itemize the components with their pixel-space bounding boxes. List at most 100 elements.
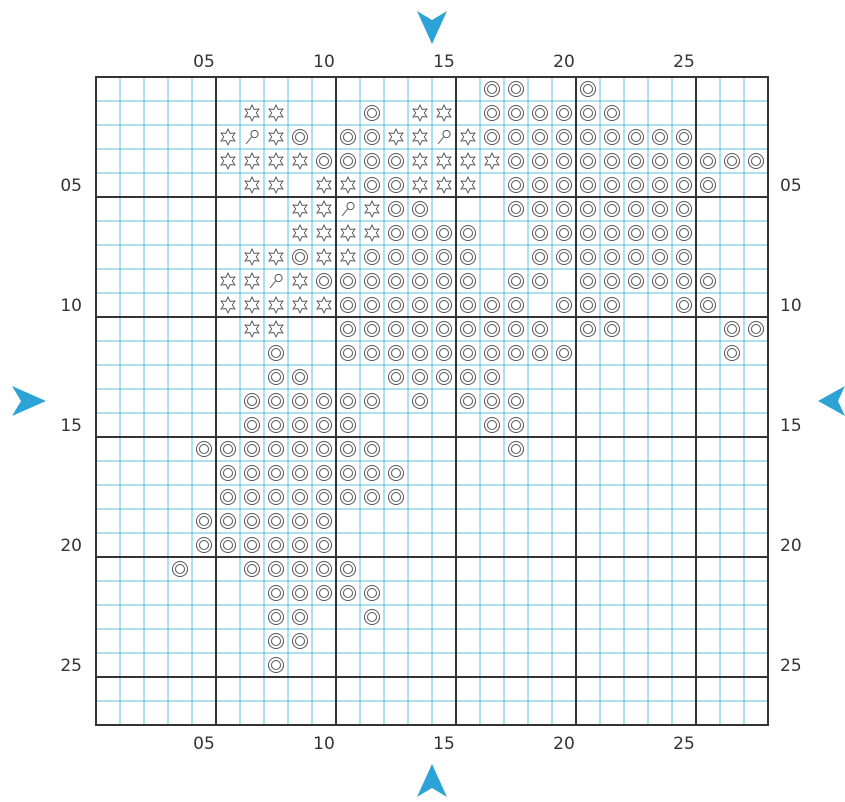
double-circle-symbol [556, 297, 572, 313]
double-circle-symbol [364, 489, 380, 505]
star-symbol [460, 175, 476, 195]
double-circle-symbol [292, 417, 308, 433]
double-circle-symbol [508, 417, 524, 433]
double-circle-symbol [508, 345, 524, 361]
double-circle-symbol [724, 321, 740, 337]
star-symbol [484, 151, 500, 171]
double-circle-symbol [460, 321, 476, 337]
double-circle-symbol [388, 273, 404, 289]
double-circle-symbol [580, 153, 596, 169]
double-circle-symbol [364, 465, 380, 481]
star-symbol [244, 319, 260, 339]
double-circle-symbol [436, 345, 452, 361]
double-circle-symbol [412, 393, 428, 409]
double-circle-symbol [292, 537, 308, 553]
star-symbol [316, 223, 332, 243]
double-circle-symbol [532, 153, 548, 169]
double-circle-symbol [460, 345, 476, 361]
double-circle-symbol [412, 297, 428, 313]
double-circle-symbol [652, 201, 668, 217]
star-symbol [292, 295, 308, 315]
double-circle-symbol [244, 393, 260, 409]
double-circle-symbol [508, 129, 524, 145]
double-circle-symbol [364, 585, 380, 601]
double-circle-symbol [484, 369, 500, 385]
double-circle-symbol [676, 129, 692, 145]
double-circle-symbol [580, 249, 596, 265]
double-circle-symbol [460, 393, 476, 409]
double-circle-symbol [388, 201, 404, 217]
double-circle-symbol [268, 441, 284, 457]
double-circle-symbol [436, 249, 452, 265]
center-arrows [12, 11, 845, 797]
double-circle-symbol [412, 369, 428, 385]
double-circle-symbol [268, 513, 284, 529]
double-circle-symbol [340, 129, 356, 145]
double-circle-symbol [292, 465, 308, 481]
double-circle-symbol [244, 465, 260, 481]
double-circle-symbol [604, 201, 620, 217]
double-circle-symbol [436, 225, 452, 241]
y-tick-label-right: 25 [780, 656, 802, 676]
double-circle-symbol [508, 273, 524, 289]
star-symbol [412, 151, 428, 171]
double-circle-symbol [316, 585, 332, 601]
double-circle-symbol [364, 345, 380, 361]
double-circle-symbol [316, 513, 332, 529]
star-symbol [412, 127, 428, 147]
double-circle-symbol [628, 273, 644, 289]
double-circle-symbol [196, 513, 212, 529]
double-circle-symbol [508, 201, 524, 217]
double-circle-symbol [292, 561, 308, 577]
double-circle-symbol [604, 177, 620, 193]
double-circle-symbol [316, 489, 332, 505]
double-circle-symbol [316, 561, 332, 577]
double-circle-symbol [460, 273, 476, 289]
double-circle-symbol [580, 321, 596, 337]
center-arrow-right [818, 386, 845, 416]
star-symbol [244, 151, 260, 171]
double-circle-symbol [364, 249, 380, 265]
y-tick-label-left: 20 [60, 536, 82, 556]
star-symbol [316, 247, 332, 267]
double-circle-symbol [628, 249, 644, 265]
double-circle-symbol [628, 129, 644, 145]
star-symbol [316, 199, 332, 219]
double-circle-symbol [244, 489, 260, 505]
double-circle-symbol [292, 129, 308, 145]
double-circle-symbol [340, 585, 356, 601]
double-circle-symbol [532, 273, 548, 289]
double-circle-symbol [388, 177, 404, 193]
double-circle-symbol [292, 633, 308, 649]
double-circle-symbol [292, 249, 308, 265]
star-symbol [244, 247, 260, 267]
double-circle-symbol [388, 465, 404, 481]
double-circle-symbol [580, 297, 596, 313]
double-circle-symbol [316, 273, 332, 289]
star-symbol [268, 151, 284, 171]
star-symbol [220, 295, 236, 315]
x-tick-label-bottom: 05 [193, 734, 215, 754]
double-circle-symbol [508, 153, 524, 169]
backstitch-symbol [437, 129, 451, 145]
star-symbol [268, 295, 284, 315]
star-symbol [316, 175, 332, 195]
double-circle-symbol [508, 441, 524, 457]
double-circle-symbol [364, 177, 380, 193]
double-circle-symbol [268, 369, 284, 385]
star-symbol [436, 151, 452, 171]
double-circle-symbol [508, 81, 524, 97]
double-circle-symbol [580, 177, 596, 193]
double-circle-symbol [292, 609, 308, 625]
double-circle-symbol [580, 105, 596, 121]
double-circle-symbol [268, 345, 284, 361]
x-tick-label-bottom: 25 [673, 734, 695, 754]
double-circle-symbol [340, 297, 356, 313]
double-circle-symbol [364, 297, 380, 313]
double-circle-symbol [532, 249, 548, 265]
y-tick-label-left: 25 [60, 656, 82, 676]
chart-border [95, 76, 769, 726]
double-circle-symbol [508, 393, 524, 409]
star-symbol [220, 151, 236, 171]
x-tick-label-top: 20 [553, 52, 575, 72]
